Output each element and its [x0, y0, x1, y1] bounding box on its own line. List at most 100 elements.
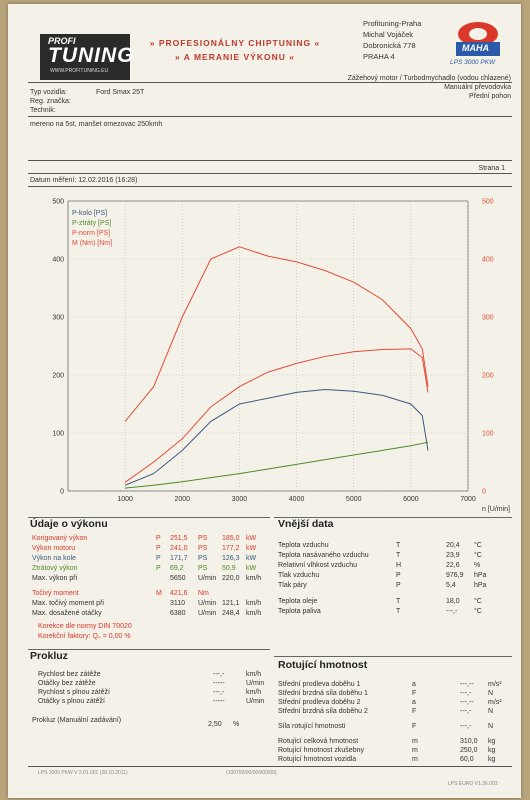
ext-row-symbol: T — [396, 542, 401, 549]
legend-entry: P-kolo [PS] — [72, 210, 107, 217]
power-row-value: 3110 — [170, 600, 186, 607]
ext-row-unit: °C — [474, 552, 482, 559]
y-tick-label-right: 100 — [482, 431, 494, 438]
slip-row-value: ---,- — [213, 689, 225, 696]
ext-row-value: 5,4 — [446, 582, 456, 589]
rot-row-symbol: F — [412, 723, 417, 730]
power-row-value: 69,2 — [170, 565, 184, 572]
correction-norm: Korekce dle normy DIN 70020 — [38, 623, 132, 630]
page-number: Strana 1 — [478, 165, 505, 172]
ext-row-symbol: T — [396, 608, 401, 615]
rot-row-unit: m/s² — [488, 681, 502, 688]
ext-row-label: Relativní vlhkost vzduchu — [278, 562, 357, 569]
vehicle-type-value: Ford Smax 25T — [96, 89, 145, 96]
power-row-unit: PS — [198, 565, 208, 572]
ext-row-label: Tlak páry — [278, 582, 307, 589]
ext-row-value: 22,6 — [446, 562, 460, 569]
power-row-value-alt: 50,9 — [222, 565, 236, 572]
power-row-unit: Nm — [198, 590, 209, 597]
rot-row-label: Síla rotující hmotnosti — [278, 723, 346, 730]
rot-row-label: Střední prodleva doběhu 1 — [278, 681, 361, 688]
rot-row-label: Rotující celková hmotnost — [278, 738, 359, 745]
ext-row-value: 18,0 — [446, 598, 460, 605]
footer-code: (100700/00/00/000/00) — [226, 770, 277, 776]
divider — [28, 82, 512, 83]
rot-row-value: 250,0 — [460, 747, 478, 754]
power-row-symbol: P — [156, 545, 161, 552]
power-row-unit: PS — [198, 555, 208, 562]
power-row-unit: U/min — [198, 610, 217, 617]
ext-row-value: 976,9 — [446, 572, 464, 579]
power-data-title: Údaje o výkonu — [30, 518, 108, 530]
x-tick-label: 2000 — [174, 496, 190, 503]
rot-row-symbol: m — [412, 756, 418, 763]
power-row-value: 6380 — [170, 610, 186, 617]
rot-row-label: Střední prodleva doběhu 2 — [278, 699, 361, 706]
measurement-date: Datum měření: 12.02.2016 (16:28) — [30, 177, 138, 184]
footer-software: LPS EURO V1.36.003 — [448, 781, 498, 787]
x-tick-label: 4000 — [289, 496, 305, 503]
y-tick-label: 500 — [52, 199, 64, 206]
maha-badge: MAHA LPS 3000 PKW — [448, 14, 508, 68]
slip-panel — [28, 649, 270, 650]
x-axis-label: n [U/min] — [482, 506, 510, 513]
power-row-symbol: M — [156, 590, 162, 597]
ext-row-unit: °C — [474, 542, 482, 549]
power-row-label: Ztrátový výkon — [32, 565, 78, 572]
ext-row-unit: hPa — [474, 572, 487, 579]
power-row-value-alt: 185,0 — [222, 535, 240, 542]
ext-row-symbol: T — [396, 552, 401, 559]
drive: Přední pohon — [468, 93, 511, 100]
rot-row-unit: N — [488, 690, 494, 697]
rot-row-symbol: F — [412, 708, 417, 715]
y-tick-label: 0 — [60, 489, 64, 496]
slip-title: Prokluz — [30, 650, 68, 662]
power-row-value-alt: 177,2 — [222, 545, 240, 552]
rot-row-value: ---,- — [460, 708, 472, 715]
rotating-mass-panel — [274, 656, 512, 657]
y-tick-label: 300 — [52, 315, 64, 322]
slip-row-unit: U/min — [246, 680, 265, 687]
x-tick-label: 7000 — [460, 496, 476, 503]
slip-row-label: Rychlost s plnou zátěží — [38, 689, 110, 696]
company-line: Michal Vojáček — [363, 30, 414, 39]
slip-row-label: Otáčky bez zátěže — [38, 680, 96, 687]
rot-row-symbol: a — [412, 699, 416, 706]
power-row-label: Max. točivý moment při — [32, 600, 104, 607]
ext-row-unit: °C — [474, 608, 482, 615]
rot-row-label: Rotující hmotnost zkušebny — [278, 747, 364, 754]
power-row-unit-alt: kW — [246, 545, 257, 552]
power-row-label: Max. výkon při — [32, 575, 78, 582]
y-tick-label: 200 — [52, 373, 64, 380]
ext-row-label: Teplota oleje — [278, 598, 318, 605]
company-line: PRAHA 4 — [363, 52, 395, 61]
dyno-report-sheet: PROFI TUNING WWW.PROFITUNING.EU » PROFES… — [8, 4, 521, 798]
power-row-label: Výkon na kole — [32, 555, 76, 562]
series-line — [124, 388, 429, 486]
series-line — [124, 348, 429, 483]
power-torque-chart: 0 0 100 100 200 200 300 300 400 400 500 500 1000 2000… — [52, 199, 510, 514]
power-row-value: 5650 — [170, 575, 186, 582]
power-data-panel — [28, 517, 270, 518]
power-row-value-alt: 121,1 — [222, 600, 240, 607]
rot-row-value: 310,0 — [460, 738, 478, 745]
series-line — [124, 246, 429, 422]
banner: » PROFESIONÁLNY CHIPTUNING « » A MERANIE… — [120, 38, 350, 62]
profituning-logo: PROFI TUNING WWW.PROFITUNING.EU — [40, 34, 134, 80]
rot-row-value: ---,- — [460, 723, 472, 730]
y-tick-label-right: 200 — [482, 373, 494, 380]
ext-row-symbol: T — [396, 598, 401, 605]
banner-line1: » PROFESIONÁLNY CHIPTUNING « — [149, 38, 321, 48]
slip-row-value: ---,- — [213, 671, 225, 678]
power-row-unit: U/min — [198, 600, 217, 607]
rot-row-value: 60,0 — [460, 756, 474, 763]
power-row-value-alt: 248,4 — [222, 610, 240, 617]
ext-row-value: ---,- — [446, 608, 458, 615]
company-address: Profituning-Praha Michal Vojáček Dobroni… — [363, 18, 421, 62]
power-row-label: Výkon motoru — [32, 545, 76, 552]
banner-line2: » A MERANIE VÝKONU « — [175, 52, 295, 62]
rot-row-symbol: m — [412, 747, 418, 754]
rot-row-unit: N — [488, 723, 494, 730]
power-row-unit-alt: km/h — [246, 610, 262, 617]
divider — [28, 766, 512, 767]
